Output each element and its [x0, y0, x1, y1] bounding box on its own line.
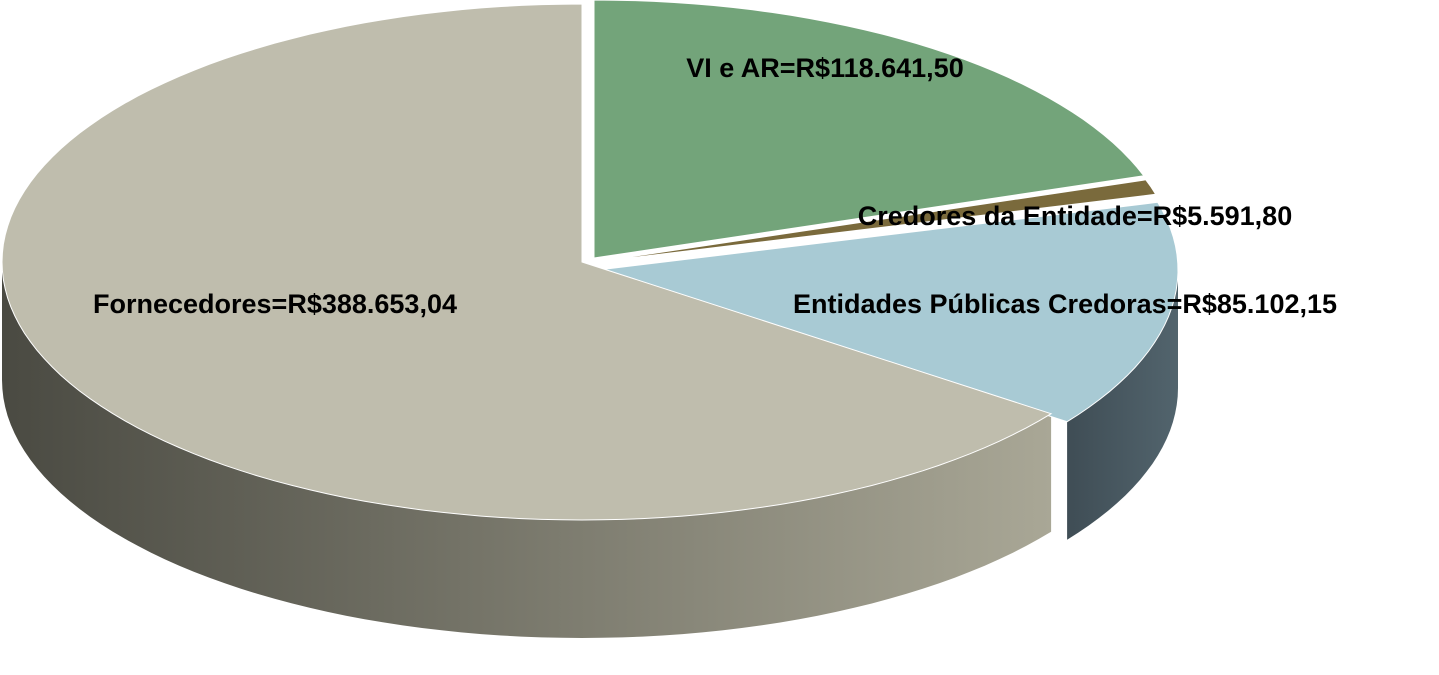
data-label: Entidades Públicas Credoras=R$85.102,15	[793, 289, 1337, 319]
slice	[1, 3, 1053, 521]
slice-side	[1067, 270, 1178, 540]
slice-side	[2, 262, 1052, 638]
data-label: Fornecedores=R$388.653,04	[93, 289, 457, 319]
data-label: VI e AR=R$118.641,50	[686, 53, 963, 83]
data-label: Credores da Entidade=R$5.591,80	[858, 201, 1292, 231]
slice	[595, 179, 1157, 263]
slice	[593, 0, 1145, 259]
slice	[597, 201, 1179, 423]
